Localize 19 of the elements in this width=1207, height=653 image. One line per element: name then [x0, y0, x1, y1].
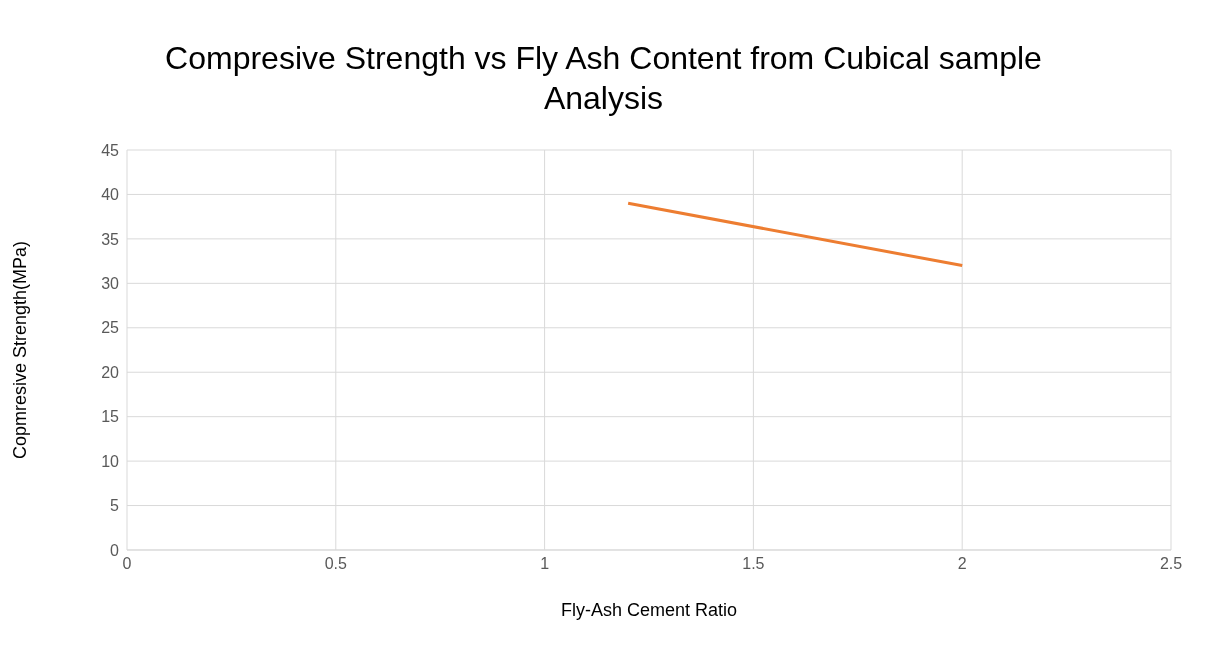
y-tick-label: 40 [101, 186, 120, 204]
y-tick-label: 10 [101, 452, 120, 470]
x-tick-label: 2 [957, 555, 967, 573]
y-tick-label: 5 [110, 497, 120, 515]
y-tick-label: 20 [101, 363, 120, 381]
y-tick-label: 25 [101, 319, 120, 337]
x-tick-label: 2.5 [1159, 555, 1183, 573]
y-tick-label: 15 [101, 408, 120, 426]
y-tick-label: 45 [101, 141, 120, 159]
y-tick-label: 0 [110, 541, 120, 559]
y-tick-label: 30 [101, 275, 120, 293]
x-tick-label: 1 [540, 555, 550, 573]
y-tick-label: 35 [101, 230, 120, 248]
y-axis-title: Copmresive Strength(MPa) [10, 240, 31, 460]
x-axis-title: Fly-Ash Cement Ratio [560, 600, 738, 620]
chart-title: Compresive Strength vs Fly Ash Content from Cubical sample Analysis [164, 39, 1043, 118]
x-tick-label: 0 [122, 555, 132, 573]
x-tick-label: 0.5 [324, 555, 348, 573]
x-tick-label: 1.5 [742, 555, 765, 573]
